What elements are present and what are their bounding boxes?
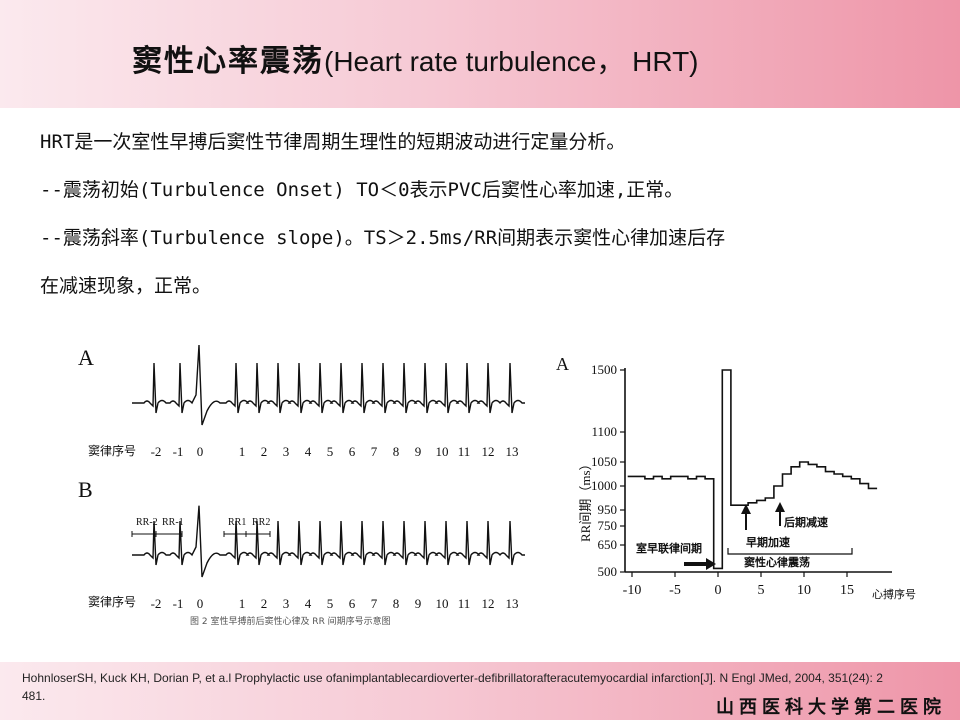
ecg-rr-bracket [155,531,183,537]
ecg-caption: 图 2 室性早搏前后窦性心律及 RR 间期序号示意图 [190,615,391,627]
body-line-4: 在减速现象，正常。 [40,275,212,297]
ecg-rr-label: RR-1 [162,517,184,528]
ecg-axis-label-a: 窦律序号 [88,443,136,458]
ecg-panel-a-label: A [78,345,94,370]
chart-x-axis-title: 心搏序号 [872,587,916,601]
body-text: HRT是一次室性早搏后窦性节律周期生理性的短期波动进行定量分析。 --震荡初始(… [40,130,940,322]
ecg-beat-number: -1 [173,596,184,611]
ecg-axis-label-b: 窦律序号 [88,594,136,609]
chart-y-tick-label: 1050 [591,454,617,469]
chart-y-tick-label: 500 [598,564,618,579]
ecg-beat-number: -2 [151,444,162,459]
chart-annotation-turbulence: 窦性心律震荡 [744,555,810,569]
chart-annotation-coupling: 室早联律间期 [636,541,702,555]
body-line-3: --震荡斜率(Turbulence slope)。TS＞2.5ms/RR间期表示… [40,227,726,249]
ecg-panel-b-label: B [78,477,93,502]
ecg-beat-number: 9 [415,444,422,459]
chart-y-tick-label: 1100 [591,424,617,439]
title-chinese: 窦性心率震荡 [132,44,324,79]
chart-early-arrow [741,504,751,530]
ecg-rr-label: RR-2 [136,517,158,528]
ecg-beat-number: 1 [239,444,246,459]
chart-x-tick-label: 0 [715,583,722,598]
ecg-beat-number: 5 [327,596,334,611]
ecg-beat-number: 11 [458,596,471,611]
ecg-beat-number: 3 [283,596,290,611]
chart-series-line [627,369,878,570]
title-bar [0,0,960,108]
ecg-beat-number: 2 [261,444,268,459]
ecg-beat-number: 2 [261,596,268,611]
title-english: (Heart rate turbulence， HRT) [324,46,699,77]
chart-x-tick-label: 15 [840,583,854,598]
ecg-beat-number: 10 [436,444,449,459]
ecg-beat-number: 8 [393,444,400,459]
ecg-beat-numbers-b: -2 -1 0 1 2 3 4 5 6 7 8 9 10 11 12 13 [151,596,519,611]
ecg-trace-a [132,344,525,426]
ecg-beat-number: 13 [506,444,519,459]
chart-y-axis-title: RR间期（ms） [578,457,593,542]
ecg-beat-number: 0 [197,596,204,611]
ecg-beat-number: -2 [151,596,162,611]
rr-interval-chart: A RR间期（ms） 5006507509501000105011001500 … [556,354,916,601]
ecg-beat-number: 12 [482,444,495,459]
ecg-rr-bracket [245,531,271,537]
chart-turbulence-bracket [727,548,853,555]
ecg-beat-number: 4 [305,444,312,459]
chart-y-tick-label: 1500 [591,362,617,377]
chart-late-arrow [775,502,785,526]
ecg-beat-number: 0 [197,444,204,459]
chart-x-ticks: -10 -5 0 5 10 15 [623,572,854,598]
ecg-rr-label: RR1 [228,517,246,528]
ecg-beat-number: 3 [283,444,290,459]
ecg-beat-number: 7 [371,596,378,611]
chart-y-tick-label: 650 [598,537,618,552]
ecg-beat-number: 6 [349,444,356,459]
ecg-beat-number: 4 [305,596,312,611]
chart-x-tick-label: 5 [758,583,765,598]
chart-coupling-arrow [684,558,716,570]
ecg-beat-number: 8 [393,596,400,611]
ecg-beat-numbers-a: -2 -1 0 1 2 3 4 5 6 7 8 9 10 11 12 13 [151,444,519,459]
ecg-beat-number: 9 [415,596,422,611]
chart-y-tick-label: 950 [598,502,618,517]
ecg-beat-number: 5 [327,444,334,459]
ecg-beat-number: 12 [482,596,495,611]
ecg-beat-number: 7 [371,444,378,459]
chart-x-tick-label: 10 [797,583,811,598]
chart-x-tick-label: -10 [623,583,642,598]
footer-bar [0,662,960,720]
ecg-beat-number: -1 [173,444,184,459]
slide-title: 窦性心率震荡(Heart rate turbulence， HRT) [132,36,699,80]
body-line-2: --震荡初始(Turbulence Onset) TO＜0表示PVC后窦性心率加… [40,179,684,201]
ecg-beat-number: 10 [436,596,449,611]
chart-panel-label: A [556,354,569,374]
chart-x-tick-label: -5 [669,583,681,598]
ecg-rr-bracket [131,531,157,537]
ecg-beat-number: 11 [458,444,471,459]
ecg-beat-number: 1 [239,596,246,611]
chart-annotation-early: 早期加速 [746,535,790,549]
reference-citation: HohnloserSH, Kuck KH, Dorian P, et a.l P… [22,671,883,703]
ecg-trace-b [132,505,525,578]
chart-annotation-late: 后期减速 [784,515,828,529]
school-name: 山西医科大学第二医院 [716,697,946,718]
ecg-rr-marks: RR-2 RR-1 RR1 RR2 [131,517,271,537]
chart-y-tick-label: 1000 [591,478,617,493]
body-line-1: HRT是一次室性早搏后窦性节律周期生理性的短期波动进行定量分析。 [40,131,626,153]
ecg-beat-number: 13 [506,596,519,611]
ecg-figure: A B 窦律序号 窦律序号 -2 -1 0 1 2 3 4 5 6 7 8 9 10 11 12 13 -2-… [78,344,525,627]
chart-y-tick-label: 750 [598,518,618,533]
ecg-rr-label: RR2 [252,517,270,528]
ecg-beat-number: 6 [349,596,356,611]
